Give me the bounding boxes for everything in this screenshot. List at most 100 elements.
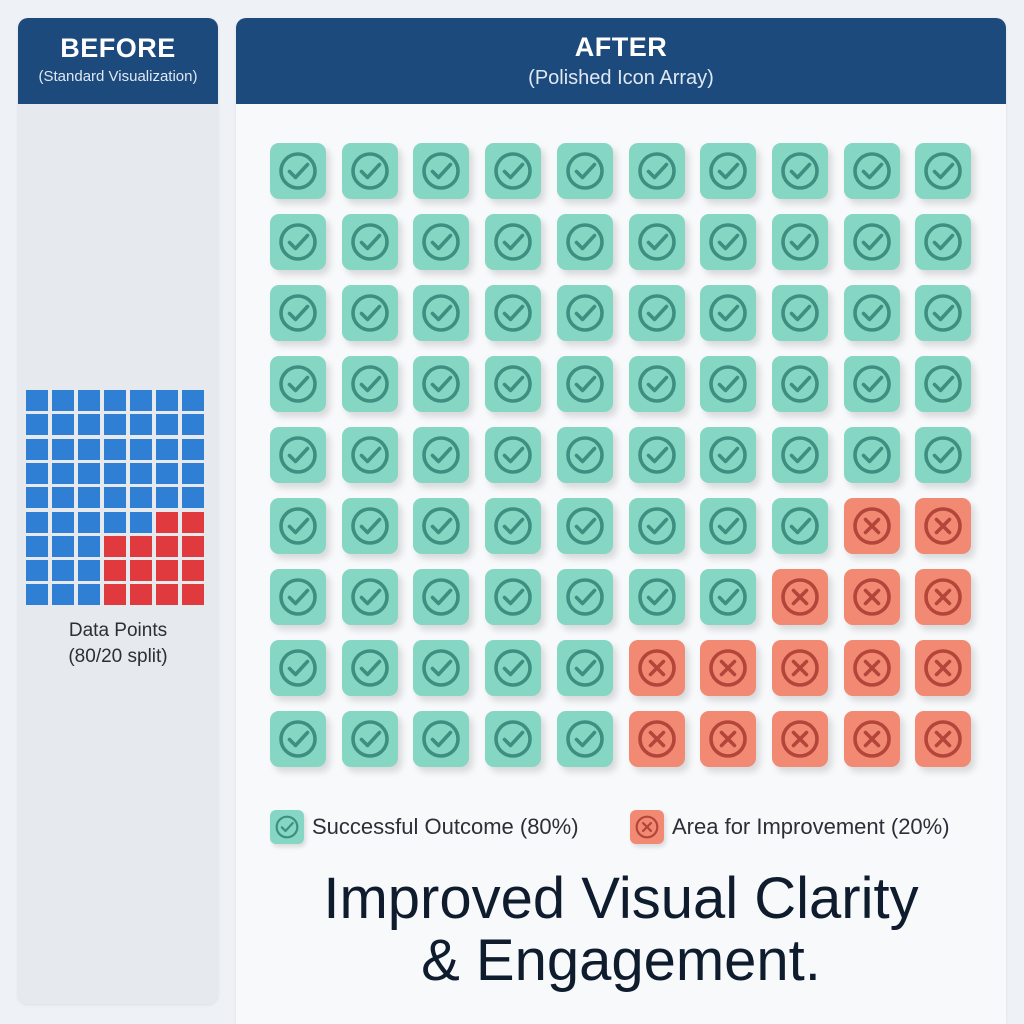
before-grid-cell xyxy=(156,438,178,460)
before-grid-cell xyxy=(26,462,48,484)
before-grid-cell xyxy=(26,438,48,460)
before-grid-cell xyxy=(52,414,74,436)
success-icon-tile xyxy=(556,569,613,625)
check-circle-icon xyxy=(270,810,304,844)
improvement-icon-tile xyxy=(915,711,972,767)
before-grid-cell xyxy=(26,535,48,557)
before-grid-cell xyxy=(104,487,126,509)
before-grid-cell xyxy=(156,390,178,411)
success-icon-tile xyxy=(341,214,398,270)
before-grid-cell xyxy=(130,535,152,557)
success-icon-tile xyxy=(270,711,326,767)
success-icon-tile xyxy=(628,569,685,625)
before-grid-cell xyxy=(78,414,100,436)
before-grid-cell xyxy=(52,511,74,533)
before-grid-cell xyxy=(26,511,48,533)
x-circle-icon xyxy=(630,810,664,844)
success-icon-tile xyxy=(341,498,398,554)
before-grid-cell xyxy=(26,390,48,411)
improvement-icon-tile xyxy=(843,498,900,554)
before-caption-line2: (80/20 split) xyxy=(68,646,168,667)
success-icon-tile xyxy=(485,285,542,341)
success-icon-tile xyxy=(915,214,972,270)
success-icon-tile xyxy=(270,214,326,270)
before-grid-cell xyxy=(130,487,152,509)
success-icon-tile xyxy=(270,143,326,199)
improvement-icon-tile xyxy=(843,569,900,625)
success-icon-tile xyxy=(771,427,828,483)
before-grid-cell xyxy=(156,414,178,436)
success-icon-tile xyxy=(771,498,828,554)
before-grid-cell xyxy=(182,438,204,460)
before-grid-cell xyxy=(104,414,126,436)
improvement-icon-tile xyxy=(628,640,685,696)
success-icon-tile xyxy=(915,427,972,483)
success-icon-tile xyxy=(341,143,398,199)
success-icon-tile xyxy=(485,356,542,412)
after-title: AFTER xyxy=(574,32,668,62)
success-icon-tile xyxy=(771,285,828,341)
improvement-icon-tile xyxy=(771,640,828,696)
success-icon-tile xyxy=(556,214,613,270)
before-grid-cell xyxy=(52,584,74,606)
before-grid-cell xyxy=(156,511,178,533)
success-icon-tile xyxy=(485,427,542,483)
after-subtitle: (Polished Icon Array) xyxy=(528,67,714,89)
before-grid-cell xyxy=(182,390,204,411)
before-panel: BEFORE (Standard Visualization) Data Poi… xyxy=(18,18,218,1004)
before-grid-cell xyxy=(182,511,204,533)
before-grid-cell xyxy=(26,584,48,606)
before-grid-cell xyxy=(130,584,152,606)
success-icon-tile xyxy=(485,143,542,199)
before-grid-cell xyxy=(182,487,204,509)
success-icon-tile xyxy=(915,285,972,341)
success-icon-tile xyxy=(556,143,613,199)
improvement-icon-tile xyxy=(628,711,685,767)
before-grid-cell xyxy=(130,560,152,582)
before-grid-cell xyxy=(104,390,126,411)
improvement-icon-tile xyxy=(700,711,757,767)
success-icon-tile xyxy=(270,640,326,696)
before-grid-cell xyxy=(52,438,74,460)
before-grid-cell xyxy=(130,462,152,484)
success-icon-tile xyxy=(270,498,326,554)
before-title: BEFORE xyxy=(60,33,176,63)
before-grid-cell xyxy=(26,487,48,509)
success-icon-tile xyxy=(485,569,542,625)
success-icon-tile xyxy=(628,356,685,412)
before-grid-cell xyxy=(156,560,178,582)
before-grid-cell xyxy=(26,414,48,436)
before-grid-cell xyxy=(182,560,204,582)
success-icon-tile xyxy=(413,569,470,625)
before-grid-cell xyxy=(156,462,178,484)
before-grid-cell xyxy=(182,462,204,484)
success-icon-tile xyxy=(556,285,613,341)
improvement-icon-tile xyxy=(915,498,972,554)
success-icon-tile xyxy=(341,569,398,625)
before-grid-cell xyxy=(156,487,178,509)
success-icon-tile xyxy=(700,498,757,554)
success-icon-tile xyxy=(915,143,972,199)
tagline: Improved Visual Clarity & Engagement. xyxy=(236,868,1006,992)
success-icon-tile xyxy=(700,569,757,625)
before-grid-cell xyxy=(52,390,74,411)
before-grid-cell xyxy=(26,560,48,582)
before-grid-cell xyxy=(182,535,204,557)
after-panel: AFTER (Polished Icon Array) Successful O… xyxy=(236,18,1006,1024)
success-icon-tile xyxy=(485,711,542,767)
success-icon-tile xyxy=(556,711,613,767)
success-icon-tile xyxy=(556,427,613,483)
before-grid-cell xyxy=(156,535,178,557)
before-grid-cell xyxy=(156,584,178,606)
success-icon-tile xyxy=(700,143,757,199)
success-icon-tile xyxy=(843,285,900,341)
before-grid-cell xyxy=(52,560,74,582)
success-icon-tile xyxy=(413,285,470,341)
before-grid-cell xyxy=(78,511,100,533)
success-icon-tile xyxy=(628,285,685,341)
success-icon-tile xyxy=(413,356,470,412)
success-icon-tile xyxy=(341,640,398,696)
success-icon-tile xyxy=(843,143,900,199)
success-icon-tile xyxy=(628,498,685,554)
before-grid-cell xyxy=(78,438,100,460)
